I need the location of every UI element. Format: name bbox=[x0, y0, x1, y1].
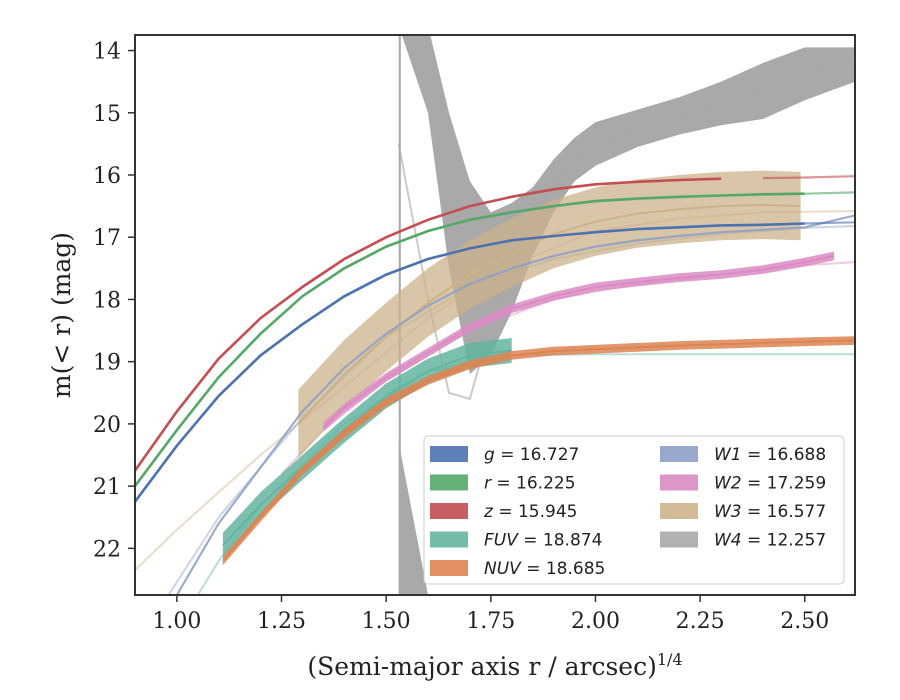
x-tick-label: 2.50 bbox=[780, 609, 829, 634]
y-axis-label: m(< r) (mag) bbox=[47, 232, 76, 398]
series-w3-band bbox=[298, 170, 801, 459]
legend-label-r: r = 16.225 bbox=[484, 474, 576, 494]
legend-item-w2: W2 = 17.259 bbox=[660, 474, 826, 494]
plot-frame bbox=[134, 34, 856, 596]
x-axis-label-prefix: (Semi-major axis r / arcsec) bbox=[307, 652, 656, 681]
legend-item-w3: W3 = 16.577 bbox=[660, 502, 826, 522]
series-w4-band bbox=[401, 35, 855, 375]
series-nuv-line bbox=[222, 339, 855, 562]
y-tick-label: 14 bbox=[93, 40, 121, 65]
y-tick-label: 16 bbox=[93, 164, 121, 189]
y-tick-label: 17 bbox=[93, 226, 121, 251]
legend-swatch-g bbox=[430, 446, 468, 462]
series-z bbox=[135, 175, 855, 472]
series-w2-band bbox=[323, 251, 835, 432]
series-layer bbox=[135, 35, 855, 595]
legend-swatch-z bbox=[430, 503, 468, 519]
series-z-tail bbox=[762, 175, 855, 180]
legend-item-w4: W4 = 12.257 bbox=[660, 531, 826, 551]
x-axis-label-exponent: 1/4 bbox=[657, 650, 683, 669]
legend-label-nuv: NUV = 18.685 bbox=[484, 559, 605, 579]
legend-item-nuv: NUV = 18.685 bbox=[430, 559, 605, 579]
legend-label-z: z = 15.945 bbox=[483, 502, 577, 522]
series-g-line bbox=[135, 222, 805, 503]
series-z-line bbox=[135, 177, 722, 472]
legend: g = 16.727 r = 16.225 z = 15.945 FUV = 18.8… bbox=[423, 435, 845, 585]
legend-item-g: g = 16.727 bbox=[430, 445, 579, 465]
legend-swatch-nuv bbox=[430, 560, 468, 576]
legend-swatch-w3 bbox=[660, 503, 698, 519]
series-w2-line bbox=[322, 254, 835, 428]
legend-label-g: g = 16.727 bbox=[484, 445, 579, 465]
legend-item-z: z = 15.945 bbox=[430, 502, 577, 522]
legend-label-w2: W2 = 17.259 bbox=[714, 474, 826, 494]
legend-item-r: r = 16.225 bbox=[430, 474, 576, 494]
y-tick-label: 18 bbox=[93, 288, 121, 313]
legend-label-fuv: FUV = 18.874 bbox=[484, 531, 602, 551]
legend-box bbox=[423, 435, 845, 585]
tick-layer: 1.00 1.25 1.50 1.75 2.00 2.25 2.50 14 15 16 17 18 19… bbox=[93, 40, 829, 634]
x-tick-label: 1.75 bbox=[466, 609, 515, 634]
legend-swatch-w1 bbox=[660, 446, 698, 462]
series-g bbox=[135, 221, 855, 503]
series-w4 bbox=[397, 35, 855, 595]
x-axis-label: (Semi-major axis r / arcsec)1/4 bbox=[307, 650, 682, 681]
series-w2 bbox=[322, 251, 835, 432]
x-tick-label: 1.25 bbox=[257, 609, 306, 634]
legend-item-fuv: FUV = 18.874 bbox=[430, 531, 602, 551]
legend-swatch-r bbox=[430, 474, 468, 491]
x-tick-label: 2.00 bbox=[571, 609, 620, 634]
series-r-line bbox=[135, 192, 805, 487]
series-r-tail bbox=[804, 191, 855, 195]
y-tick-label: 22 bbox=[93, 537, 121, 562]
y-tick-label: 19 bbox=[93, 351, 121, 376]
legend-swatch-w2 bbox=[660, 474, 698, 491]
legend-label-w4: W4 = 12.257 bbox=[714, 531, 826, 551]
series-w4-line bbox=[397, 58, 855, 401]
legend-swatch-fuv bbox=[430, 531, 468, 548]
series-g-tail bbox=[804, 221, 855, 225]
series-w4-wedge bbox=[398, 442, 429, 595]
y-tick-label: 20 bbox=[93, 413, 121, 438]
legend-label-w3: W3 = 16.577 bbox=[714, 502, 826, 522]
y-tick-label: 15 bbox=[93, 102, 121, 127]
series-w3 bbox=[297, 170, 801, 459]
series-fuv-line bbox=[222, 349, 512, 546]
legend-item-w1: W1 = 16.688 bbox=[660, 445, 826, 465]
x-tick-label: 2.25 bbox=[676, 609, 725, 634]
series-r bbox=[135, 191, 855, 487]
x-tick-label: 1.00 bbox=[152, 609, 201, 634]
series-w3-line bbox=[297, 203, 801, 425]
series-w1-line bbox=[175, 214, 855, 595]
legend-swatch-w4 bbox=[660, 531, 698, 548]
series-nuv bbox=[222, 336, 855, 566]
x-tick-label: 1.50 bbox=[362, 609, 411, 634]
legend-label-w1: W1 = 16.688 bbox=[714, 445, 826, 465]
y-tick-label: 21 bbox=[93, 475, 121, 500]
